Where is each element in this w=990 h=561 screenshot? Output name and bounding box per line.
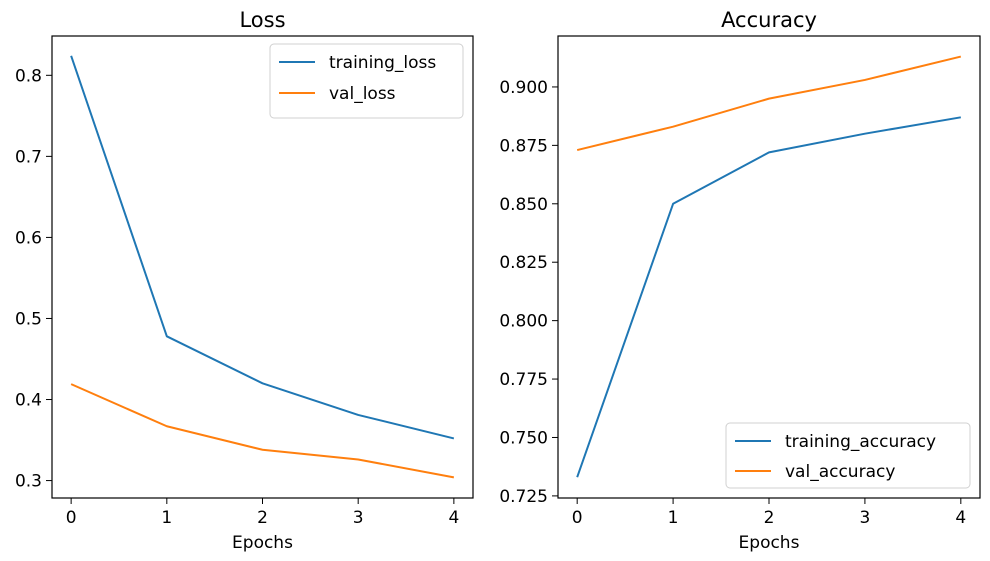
y-tick-label: 0.3 — [15, 472, 42, 492]
chart-title: Loss — [239, 8, 285, 32]
x-tick-label: 2 — [764, 508, 775, 528]
data-point-val_accuracy — [864, 79, 866, 81]
chart-title: Accuracy — [721, 8, 817, 32]
y-tick-label: 0.875 — [499, 136, 548, 156]
data-point-training_loss — [357, 414, 359, 416]
data-point-val_loss — [262, 449, 264, 451]
x-axis-label: Epochs — [739, 533, 800, 553]
x-axis-label: Epochs — [232, 533, 293, 553]
legend-label: val_loss — [329, 84, 396, 104]
series-line-training_accuracy — [576, 116, 961, 478]
x-tick-label: 1 — [668, 508, 679, 528]
data-point-val_loss — [357, 459, 359, 461]
x-tick-label: 2 — [257, 508, 268, 528]
y-tick-label: 0.750 — [499, 428, 548, 448]
x-tick-label: 4 — [955, 508, 966, 528]
legend-label: training_loss — [329, 53, 436, 73]
y-tick-label: 0.8 — [15, 66, 42, 86]
x-tick-label: 1 — [161, 508, 172, 528]
data-point-val_accuracy — [672, 126, 674, 128]
x-tick-label: 3 — [353, 508, 364, 528]
legend-box — [269, 43, 464, 119]
plot-frame — [51, 35, 474, 499]
y-tick-label: 0.850 — [499, 195, 548, 215]
data-point-training_loss — [166, 335, 168, 337]
y-tick-label: 0.5 — [15, 309, 42, 329]
series-line-training_loss — [70, 55, 455, 440]
data-point-val_loss — [166, 425, 168, 427]
legend-box — [725, 422, 971, 489]
x-tick-label: 0 — [572, 508, 583, 528]
x-tick-label: 3 — [859, 508, 870, 528]
y-tick-label: 0.4 — [15, 391, 42, 411]
y-tick-label: 0.900 — [499, 78, 548, 98]
y-tick-label: 0.725 — [499, 487, 548, 507]
data-point-training_accuracy — [576, 476, 578, 478]
y-tick-label: 0.800 — [499, 312, 548, 332]
y-tick-label: 0.6 — [15, 228, 42, 248]
data-point-val_accuracy — [768, 98, 770, 100]
data-point-val_loss — [70, 383, 72, 385]
y-tick-label: 0.825 — [499, 253, 548, 273]
accuracy-chart: Accuracy 0 1 2 3 4 0.725 0.750 0.775 0.800 0.825 0.… — [499, 8, 981, 553]
y-tick-label: 0.7 — [15, 147, 42, 167]
x-tick-label: 0 — [66, 508, 77, 528]
data-point-val_loss — [453, 476, 455, 478]
plot-frame — [557, 35, 981, 499]
data-point-training_accuracy — [864, 133, 866, 135]
data-point-training_loss — [262, 382, 264, 384]
x-tick-label: 4 — [448, 508, 459, 528]
legend: training_loss val_loss — [269, 43, 464, 119]
legend-label: training_accuracy — [785, 432, 936, 452]
legend-label: val_accuracy — [785, 462, 895, 482]
data-point-training_accuracy — [768, 151, 770, 153]
data-point-training_loss — [70, 55, 72, 57]
series-line-val_accuracy — [576, 55, 962, 152]
data-point-val_accuracy — [960, 56, 962, 58]
data-point-training_accuracy — [960, 116, 962, 118]
loss-chart: Loss 0 1 2 3 4 0.3 0.4 0.5 0.6 0.7 0.8 Epochs trainin… — [15, 8, 474, 553]
legend: training_accuracy val_accuracy — [725, 422, 971, 489]
data-point-training_loss — [453, 437, 455, 439]
series-line-val_loss — [70, 383, 455, 479]
data-point-val_accuracy — [576, 149, 578, 151]
data-point-training_accuracy — [672, 203, 674, 205]
y-tick-label: 0.775 — [499, 370, 548, 390]
